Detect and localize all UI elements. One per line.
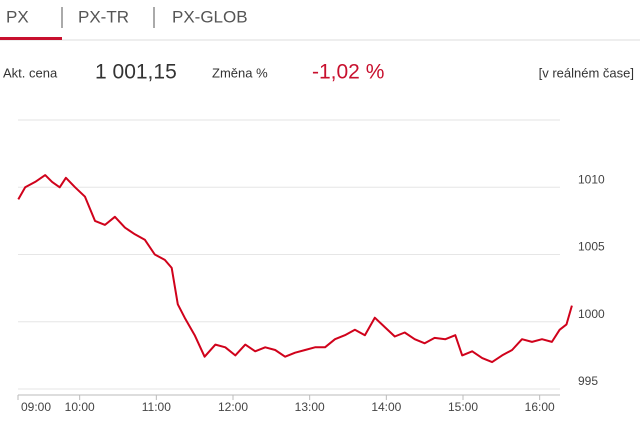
price-label: Akt. cena bbox=[3, 65, 58, 80]
y-tick-label: 1000 bbox=[578, 307, 605, 321]
tab[interactable]: PX-GLOB bbox=[172, 7, 248, 26]
x-tick-label: 12:00 bbox=[218, 400, 248, 414]
y-tick-label: 1005 bbox=[578, 240, 605, 254]
y-tick-label: 995 bbox=[578, 374, 598, 388]
x-tick-label: 15:00 bbox=[448, 400, 478, 414]
change: -1,02 % bbox=[312, 61, 384, 84]
x-tick-label: 14:00 bbox=[371, 400, 401, 414]
active-tab-indicator bbox=[0, 37, 62, 40]
x-tick-label: 09:00 bbox=[21, 400, 51, 414]
x-tick-label: 10:00 bbox=[65, 400, 95, 414]
y-tick-label: 1010 bbox=[578, 172, 605, 186]
change-label: Změna % bbox=[212, 65, 268, 80]
mode: [v reálném čase] bbox=[539, 65, 634, 80]
x-tick-label: 11:00 bbox=[142, 400, 171, 414]
x-tick-label: 13:00 bbox=[295, 400, 325, 414]
tab[interactable]: PX-TR bbox=[78, 7, 129, 26]
tab[interactable]: PX bbox=[6, 7, 29, 26]
price-line bbox=[17, 174, 573, 364]
price: 1 001,15 bbox=[95, 61, 177, 84]
x-tick-label: 16:00 bbox=[525, 400, 555, 414]
